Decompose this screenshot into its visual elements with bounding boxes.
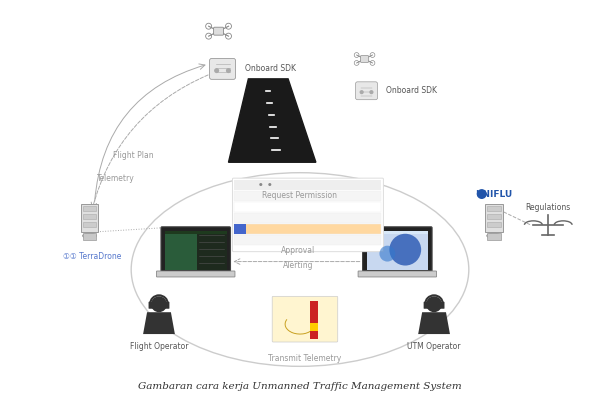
Text: ●: ● (268, 183, 272, 187)
Text: Request Permission: Request Permission (263, 190, 337, 200)
Circle shape (151, 296, 167, 312)
Polygon shape (143, 312, 175, 334)
FancyBboxPatch shape (161, 227, 230, 272)
FancyBboxPatch shape (485, 204, 503, 232)
Circle shape (214, 68, 219, 73)
Polygon shape (418, 312, 450, 334)
FancyBboxPatch shape (83, 233, 97, 240)
Circle shape (426, 296, 442, 312)
Text: Telemetry: Telemetry (97, 174, 135, 183)
FancyBboxPatch shape (235, 180, 382, 190)
Text: ●: ● (258, 183, 262, 187)
FancyBboxPatch shape (165, 231, 227, 270)
FancyBboxPatch shape (424, 302, 428, 309)
FancyBboxPatch shape (272, 296, 338, 342)
FancyBboxPatch shape (164, 302, 169, 309)
FancyBboxPatch shape (83, 214, 97, 219)
Text: UNIFLU: UNIFLU (475, 190, 512, 198)
FancyBboxPatch shape (232, 178, 383, 252)
Circle shape (370, 90, 373, 94)
Text: Onboard SDK: Onboard SDK (386, 86, 437, 95)
FancyBboxPatch shape (165, 234, 197, 270)
FancyBboxPatch shape (367, 234, 428, 270)
FancyBboxPatch shape (487, 206, 500, 211)
FancyBboxPatch shape (361, 56, 369, 62)
Text: Regulations: Regulations (526, 204, 571, 212)
FancyBboxPatch shape (310, 331, 318, 339)
Circle shape (389, 234, 421, 266)
FancyBboxPatch shape (235, 235, 382, 245)
FancyBboxPatch shape (310, 323, 318, 331)
Circle shape (226, 68, 231, 73)
FancyBboxPatch shape (214, 27, 224, 35)
FancyBboxPatch shape (362, 227, 432, 272)
FancyBboxPatch shape (83, 222, 97, 227)
Ellipse shape (83, 233, 97, 238)
Text: Gambaran cara kerja Unmanned Traffic Management System: Gambaran cara kerja Unmanned Traffic Man… (138, 382, 462, 391)
FancyBboxPatch shape (157, 271, 235, 277)
Text: Transmit Telemetry: Transmit Telemetry (268, 354, 341, 363)
FancyBboxPatch shape (149, 302, 154, 309)
Circle shape (359, 90, 364, 94)
Text: Alerting: Alerting (283, 261, 313, 270)
FancyBboxPatch shape (356, 82, 377, 100)
FancyBboxPatch shape (487, 214, 500, 219)
Circle shape (477, 189, 487, 199)
FancyBboxPatch shape (80, 204, 98, 232)
Circle shape (379, 246, 395, 262)
FancyBboxPatch shape (487, 233, 500, 240)
FancyBboxPatch shape (235, 191, 382, 201)
Text: Onboard SDK: Onboard SDK (245, 64, 296, 74)
FancyBboxPatch shape (487, 222, 500, 227)
FancyBboxPatch shape (358, 271, 437, 277)
FancyBboxPatch shape (440, 302, 445, 309)
Text: UTM Operator: UTM Operator (407, 342, 461, 351)
Text: Approval: Approval (281, 246, 315, 255)
FancyBboxPatch shape (83, 206, 97, 211)
FancyBboxPatch shape (235, 202, 382, 212)
Text: ①① TerraDrone: ①① TerraDrone (63, 252, 122, 261)
FancyBboxPatch shape (235, 224, 382, 234)
FancyBboxPatch shape (367, 231, 428, 270)
FancyBboxPatch shape (235, 213, 382, 223)
FancyBboxPatch shape (235, 224, 382, 234)
Text: Flight Plan: Flight Plan (113, 151, 154, 160)
Text: Flight Operator: Flight Operator (130, 342, 188, 351)
FancyBboxPatch shape (197, 234, 227, 270)
FancyBboxPatch shape (310, 301, 318, 323)
Polygon shape (229, 79, 316, 162)
FancyBboxPatch shape (235, 224, 247, 234)
Ellipse shape (487, 233, 500, 238)
FancyBboxPatch shape (209, 58, 236, 79)
